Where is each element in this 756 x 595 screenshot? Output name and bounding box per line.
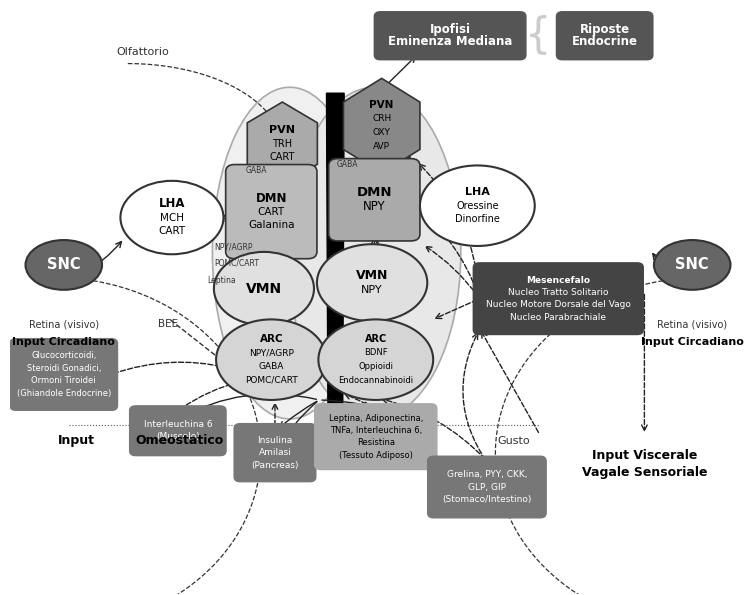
- Text: Endocannabinoidi: Endocannabinoidi: [338, 375, 414, 384]
- Text: ARC: ARC: [259, 334, 283, 345]
- Text: Oppioidi: Oppioidi: [358, 362, 393, 371]
- Text: POMC/CART: POMC/CART: [245, 375, 298, 384]
- FancyBboxPatch shape: [329, 159, 420, 241]
- Text: Retina (visivo): Retina (visivo): [29, 319, 99, 329]
- Text: Gusto: Gusto: [498, 436, 531, 446]
- Text: GABA: GABA: [336, 159, 358, 169]
- Text: Input: Input: [57, 434, 94, 447]
- Text: TNFa, Interleuchina 6,: TNFa, Interleuchina 6,: [330, 426, 422, 435]
- Ellipse shape: [420, 165, 534, 246]
- Text: Eminenza Mediana: Eminenza Mediana: [388, 36, 513, 48]
- Text: CRH: CRH: [372, 114, 392, 123]
- Polygon shape: [343, 79, 420, 173]
- Ellipse shape: [214, 252, 314, 325]
- Text: CART: CART: [159, 226, 185, 236]
- Text: VMN: VMN: [356, 270, 389, 283]
- Text: NPY: NPY: [363, 200, 386, 213]
- Text: TRH: TRH: [272, 139, 293, 149]
- Text: NPY: NPY: [361, 284, 383, 295]
- Ellipse shape: [120, 181, 224, 254]
- Ellipse shape: [212, 87, 367, 419]
- Text: ARC: ARC: [364, 334, 387, 345]
- Text: Leptina, Adiponectina,: Leptina, Adiponectina,: [329, 414, 423, 422]
- Text: GLP, GIP: GLP, GIP: [468, 483, 506, 491]
- FancyBboxPatch shape: [314, 404, 437, 469]
- Text: Glucocorticoidi,: Glucocorticoidi,: [31, 351, 97, 361]
- Text: POMC/CART: POMC/CART: [215, 259, 259, 268]
- FancyBboxPatch shape: [234, 424, 316, 482]
- Text: (Muscolo): (Muscolo): [156, 433, 200, 441]
- Text: Grelina, PYY, CKK,: Grelina, PYY, CKK,: [447, 470, 527, 479]
- Text: NPY/AGRP: NPY/AGRP: [215, 243, 253, 252]
- Text: Nucleo Parabrachiale: Nucleo Parabrachiale: [510, 313, 606, 322]
- Polygon shape: [247, 102, 318, 185]
- Text: {: {: [525, 15, 552, 57]
- Text: SNC: SNC: [675, 258, 709, 273]
- FancyBboxPatch shape: [10, 339, 117, 411]
- Text: Input Circadiano: Input Circadiano: [641, 337, 744, 347]
- FancyBboxPatch shape: [473, 263, 643, 334]
- Text: GABA: GABA: [246, 165, 268, 175]
- Text: OXY: OXY: [373, 128, 391, 137]
- FancyBboxPatch shape: [374, 12, 526, 60]
- Text: Olfattorio: Olfattorio: [116, 47, 169, 57]
- Text: (Pancreas): (Pancreas): [251, 461, 299, 469]
- Text: VMN: VMN: [246, 281, 282, 296]
- Text: MCH: MCH: [160, 212, 184, 223]
- Text: PVN: PVN: [370, 101, 394, 110]
- FancyBboxPatch shape: [556, 12, 653, 60]
- Text: Input Viscerale: Input Viscerale: [592, 449, 697, 462]
- Text: Steroidi Gonadici,: Steroidi Gonadici,: [26, 364, 101, 373]
- FancyBboxPatch shape: [129, 406, 226, 456]
- Ellipse shape: [654, 240, 730, 290]
- Text: Amilasi: Amilasi: [259, 448, 291, 457]
- Text: Input Circadiano: Input Circadiano: [12, 337, 115, 347]
- Text: Omeostatico: Omeostatico: [135, 434, 224, 447]
- Text: Leptina: Leptina: [207, 277, 236, 286]
- Text: Nucleo Motore Dorsale del Vago: Nucleo Motore Dorsale del Vago: [486, 300, 631, 309]
- Text: SNC: SNC: [47, 258, 81, 273]
- Text: (Ghiandole Endocrine): (Ghiandole Endocrine): [17, 389, 111, 397]
- Text: BDNF: BDNF: [364, 349, 388, 358]
- Text: Oressine: Oressine: [456, 201, 499, 211]
- Text: Ormoni Tiroidei: Ormoni Tiroidei: [32, 376, 96, 385]
- Text: AVP: AVP: [373, 142, 390, 151]
- Text: Retina (visivo): Retina (visivo): [657, 319, 727, 329]
- Ellipse shape: [318, 320, 433, 400]
- Text: PVN: PVN: [269, 125, 296, 135]
- Polygon shape: [327, 93, 344, 422]
- Text: Vagale Sensoriale: Vagale Sensoriale: [581, 466, 707, 479]
- Text: Galanina: Galanina: [248, 220, 295, 230]
- Text: Resistina: Resistina: [357, 439, 395, 447]
- Text: CART: CART: [270, 152, 295, 162]
- Text: LHA: LHA: [159, 198, 185, 211]
- Text: Riposte: Riposte: [580, 23, 630, 36]
- FancyBboxPatch shape: [428, 456, 546, 518]
- Ellipse shape: [317, 244, 427, 321]
- Text: GABA: GABA: [259, 362, 284, 371]
- Text: (Stomaco/Intestino): (Stomaco/Intestino): [442, 495, 531, 504]
- Text: Dinorfine: Dinorfine: [455, 214, 500, 224]
- Ellipse shape: [26, 240, 102, 290]
- Text: DMN: DMN: [256, 192, 287, 205]
- Text: DMN: DMN: [357, 186, 392, 199]
- Text: Endocrine: Endocrine: [572, 36, 637, 48]
- Text: Ipofisi: Ipofisi: [429, 23, 471, 36]
- FancyBboxPatch shape: [226, 165, 317, 259]
- Text: Insulina: Insulina: [257, 436, 293, 444]
- Text: Interleuchina 6: Interleuchina 6: [144, 420, 212, 429]
- Text: (Tessuto Adiposo): (Tessuto Adiposo): [339, 451, 413, 460]
- Text: BEE: BEE: [158, 319, 178, 329]
- Text: Nucleo Tratto Solitario: Nucleo Tratto Solitario: [508, 288, 609, 297]
- Text: CART: CART: [258, 206, 285, 217]
- Ellipse shape: [288, 87, 461, 419]
- Ellipse shape: [216, 320, 327, 400]
- Text: LHA: LHA: [465, 187, 490, 197]
- Text: Mesencefalo: Mesencefalo: [526, 275, 590, 284]
- Text: NPY/AGRP: NPY/AGRP: [249, 349, 294, 358]
